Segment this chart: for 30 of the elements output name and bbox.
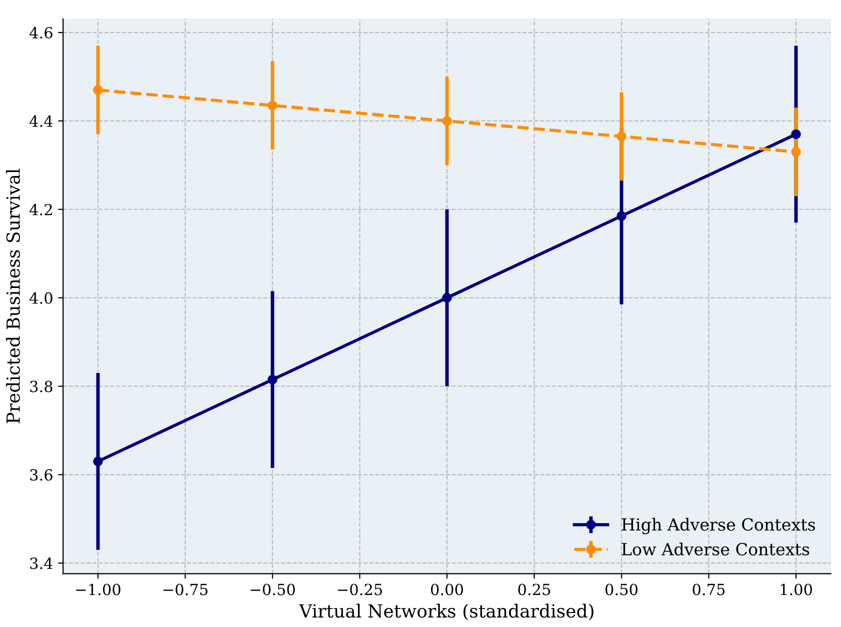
x-tick-label: 0.25: [518, 584, 550, 596]
y-tick-label: 3.6: [30, 469, 52, 481]
point: [791, 129, 801, 140]
point: [791, 147, 801, 157]
legend-label: High Adverse Contexts: [622, 518, 816, 534]
x-tick-label: −0.25: [338, 584, 382, 596]
x-tick-label: −0.50: [250, 584, 295, 596]
point: [93, 85, 103, 95]
y-tick-label: 3.8: [30, 380, 52, 392]
point: [442, 292, 452, 303]
y-tick-label: 4.0: [30, 292, 52, 304]
point: [616, 211, 626, 221]
y-tick-label: 4.2: [30, 204, 52, 216]
y-axis-title: Predicted Business Survival: [6, 168, 20, 424]
y-tick-label: 3.4: [30, 558, 53, 570]
x-tick-label: 1.00: [780, 584, 812, 596]
y-tick-label: 4.6: [30, 26, 52, 39]
point: [616, 132, 626, 142]
y-tick-label: 4.4: [30, 115, 53, 127]
legend-label: Low Adverse Contexts: [622, 542, 810, 556]
point: [268, 374, 278, 384]
x-axis-title: Virtual Networks (standardised): [298, 604, 594, 620]
point: [93, 456, 103, 466]
point: [442, 116, 452, 126]
point: [268, 100, 278, 110]
x-tick-label: 0.50: [606, 584, 638, 596]
x-tick-label: −1.00: [76, 584, 120, 596]
x-tick-label: 0.00: [430, 584, 463, 596]
x-tick-label: 0.75: [692, 584, 725, 596]
x-tick-label: −0.75: [163, 584, 208, 596]
